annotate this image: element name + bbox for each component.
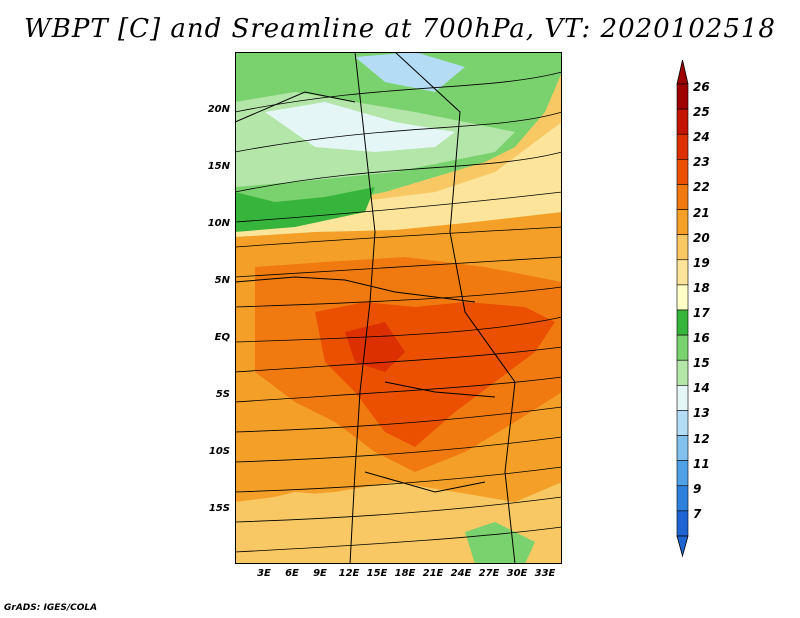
- lat-label: 5N: [214, 275, 230, 286]
- streamlines: [235, 71, 562, 553]
- lon-label: 24E: [450, 568, 472, 579]
- lon-label: 18E: [394, 568, 416, 579]
- colorbar-label: 24: [693, 130, 710, 145]
- map-title: WBPT [C] and Sreamline at 700hPa, VT: 20…: [24, 14, 776, 44]
- colorbar-segment: [676, 259, 689, 286]
- lon-label: 9E: [313, 568, 327, 579]
- colorbar-segment: [676, 435, 689, 461]
- colorbar-segment: [676, 184, 689, 210]
- wbpt-shading-17: [235, 187, 375, 232]
- colorbar-label: 17: [693, 306, 710, 320]
- colorbar-label: 7: [693, 506, 702, 521]
- colorbar-segment: [676, 83, 689, 110]
- lat-label: 15S: [208, 503, 230, 514]
- lat-label: 10N: [207, 218, 230, 229]
- lon-label: 6E: [285, 568, 299, 579]
- colorbar: [676, 60, 689, 558]
- lat-label: 5S: [215, 389, 230, 400]
- colorbar-segment: [676, 133, 689, 160]
- lon-label: 30E: [506, 568, 528, 579]
- colorbar-segment: [676, 309, 689, 336]
- lon-label: 15E: [366, 568, 388, 579]
- colorbar-top-arrow: [676, 60, 689, 85]
- colorbar-segment: [676, 460, 689, 487]
- colorbar-segment: [676, 359, 689, 386]
- colorbar-label: 19: [693, 255, 710, 270]
- colorbar-segment: [676, 209, 689, 235]
- wbpt-field-map: [235, 52, 562, 564]
- map-plot-area: [235, 52, 562, 564]
- colorbar-label: 16: [693, 331, 710, 346]
- wbpt-shading-16-south: [465, 522, 535, 564]
- colorbar-label: 25: [693, 105, 710, 120]
- colorbar-label: 15: [693, 356, 710, 371]
- colorbar-segment: [676, 510, 689, 537]
- colorbar-label: 9: [693, 481, 702, 496]
- map-frame: [235, 52, 562, 564]
- lon-label: 33E: [534, 568, 556, 579]
- colorbar-segment: [676, 385, 689, 411]
- lon-label: 3E: [257, 568, 271, 579]
- colorbar-label: 11: [693, 456, 710, 471]
- colorbar-bottom-arrow: [676, 535, 689, 558]
- country-borders: [235, 52, 516, 564]
- colorbar-segment: [676, 284, 689, 311]
- colorbar-label: 14: [693, 381, 710, 396]
- lon-label: 12E: [338, 568, 360, 579]
- colorbar-label: 23: [693, 155, 710, 170]
- colorbar-segment: [676, 108, 689, 135]
- colorbar-label: 21: [693, 205, 710, 220]
- colorbar-segment: [676, 159, 689, 185]
- colorbar-label: 20: [693, 230, 710, 245]
- wbpt-shading-24: [345, 322, 405, 372]
- lat-label: 10S: [208, 446, 230, 457]
- colorbar-label: 22: [693, 180, 710, 195]
- colorbar-segment: [676, 485, 689, 512]
- lat-label: EQ: [214, 332, 230, 343]
- lat-label: 15N: [207, 161, 230, 172]
- colorbar-segment: [676, 234, 689, 261]
- wbpt-shading-13: [355, 52, 465, 92]
- colorbar-label: 18: [693, 280, 710, 295]
- colorbar-label: 12: [693, 431, 710, 446]
- colorbar-segment: [676, 334, 689, 361]
- lon-label: 21E: [422, 568, 444, 579]
- colorbar-label: 26: [693, 80, 710, 94]
- credit-text: GrADS: IGES/COLA: [4, 603, 98, 613]
- colorbar-label: 13: [693, 406, 710, 421]
- colorbar-segment: [676, 410, 689, 436]
- lat-label: 20N: [207, 104, 230, 115]
- lon-label: 27E: [478, 568, 500, 579]
